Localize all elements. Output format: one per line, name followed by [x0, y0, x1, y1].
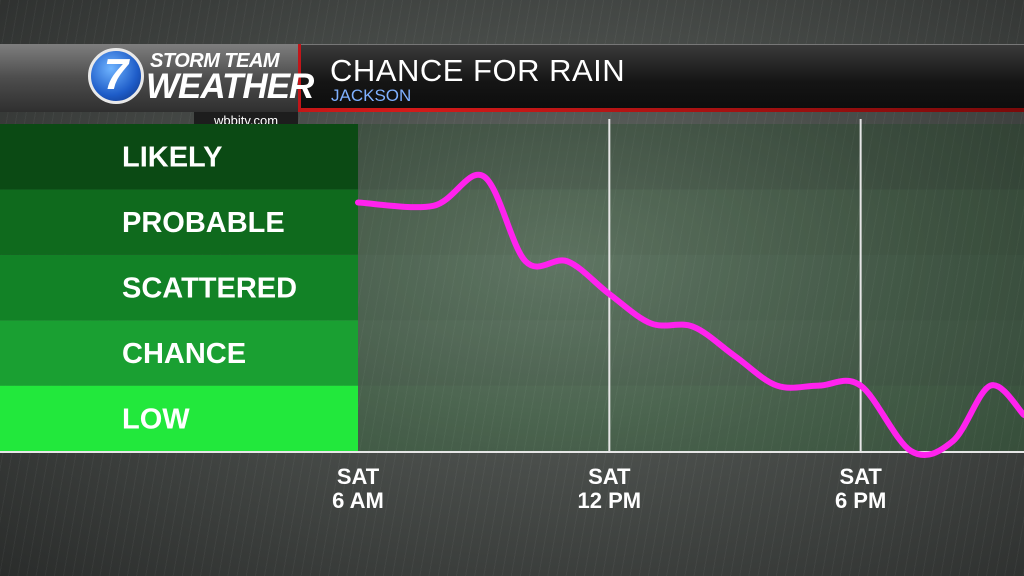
tick-time-label: 6 PM	[835, 488, 886, 513]
tick-day-label: SAT	[337, 464, 380, 489]
category-bands	[0, 124, 358, 451]
category-label-probable: PROBABLE	[122, 207, 285, 239]
category-label-low: LOW	[122, 403, 190, 435]
category-labels: LOW CHANCE SCATTERED PROBABLE LIKELY	[122, 142, 297, 436]
location-subtitle: JACKSON	[331, 86, 412, 105]
category-label-scattered: SCATTERED	[122, 273, 297, 305]
tick-day-label: SAT	[588, 464, 631, 489]
plot-band-low	[358, 385, 1024, 451]
logo-number: 7	[103, 50, 129, 99]
logo-circle-icon	[88, 48, 144, 104]
page-title: CHANCE FOR RAIN	[330, 53, 626, 88]
plot-bands	[358, 124, 1024, 451]
time-gridlines	[608, 119, 862, 451]
tick-time-label: 6 AM	[332, 488, 384, 513]
plot-band-chance	[358, 320, 1024, 386]
plot-band-likely	[358, 124, 1024, 190]
band-probable	[0, 189, 358, 255]
band-chance	[0, 320, 358, 386]
tick-day-label: SAT	[839, 464, 882, 489]
plot-band-scattered	[358, 254, 1024, 321]
plot-band-probable	[358, 189, 1024, 255]
category-label-likely: LIKELY	[122, 142, 222, 174]
tick-time-label: 12 PM	[578, 488, 642, 513]
logo-text-weather: WEATHER	[146, 67, 314, 106]
band-scattered	[0, 254, 358, 321]
header-red-stripe	[0, 108, 1024, 112]
band-low	[0, 385, 358, 451]
category-label-chance: CHANCE	[122, 338, 246, 370]
band-likely	[0, 124, 358, 190]
station-logo	[0, 44, 301, 112]
logo-text-storm-team: STORM TEAM	[150, 50, 280, 72]
rain-chance-line	[355, 171, 1024, 458]
